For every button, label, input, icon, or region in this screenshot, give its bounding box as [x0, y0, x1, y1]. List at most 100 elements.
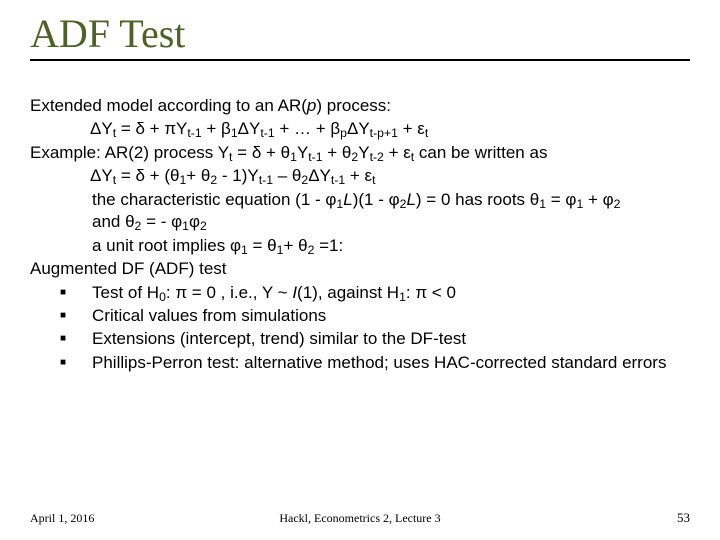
bullet-line: ■ Extensions (intercept, trend) similar … — [30, 328, 690, 350]
text: =1: — [314, 236, 343, 255]
text: and θ — [92, 212, 135, 231]
sub: p — [340, 126, 347, 140]
bullet-line: ■ Critical values from simulations — [30, 305, 690, 327]
eq: ΔY — [238, 119, 261, 138]
sub: 1 — [539, 197, 546, 211]
text-line: the characteristic equation (1 - φ1L)(1 … — [30, 189, 690, 234]
sub: t — [372, 173, 375, 187]
text: Y — [358, 143, 369, 162]
footer-attribution: Hackl, Econometrics 2, Lecture 3 — [0, 511, 720, 526]
text: a unit root implies φ — [92, 236, 241, 255]
sub: 2 — [210, 173, 217, 187]
text: : π < 0 — [406, 283, 456, 302]
sub: 2 — [301, 173, 308, 187]
text: Example: AR(2) process Y — [30, 143, 229, 162]
bullet-placeholder — [30, 189, 92, 193]
sub: t — [425, 126, 428, 140]
eq: + … + β — [275, 119, 341, 138]
sub: 1 — [576, 197, 583, 211]
text: Phillips-Perron test: alternative method… — [92, 352, 690, 374]
slide: ADF Test Extended model according to an … — [0, 0, 720, 540]
text: + θ — [323, 143, 352, 162]
bullet-line: ■ Phillips-Perron test: alternative meth… — [30, 352, 690, 374]
square-bullet-icon: ■ — [30, 352, 92, 369]
sub: t-1 — [331, 173, 345, 187]
square-bullet-icon: ■ — [30, 305, 92, 322]
text: )(1 - φ — [353, 190, 400, 209]
eq: ΔY — [90, 166, 113, 185]
sub: 0 — [159, 290, 166, 304]
bullet-line: ■ Test of H0: π = 0 , i.e., Y ~ I(1), ag… — [30, 282, 690, 304]
sub: t-1 — [260, 126, 274, 140]
text: = δ + θ — [232, 143, 290, 162]
text: Test of H — [92, 283, 159, 302]
sub: t-1 — [308, 150, 322, 164]
sub: 2 — [400, 197, 407, 211]
sub: t-p+1 — [370, 126, 398, 140]
var-p: p — [307, 96, 316, 115]
eq: + ε — [398, 119, 425, 138]
sub: 2 — [614, 197, 621, 211]
sub: 2 — [135, 219, 142, 233]
text-line: Example: AR(2) process Yt = δ + θ1Yt-1 +… — [30, 142, 690, 164]
text-line: Augmented DF (ADF) test — [30, 258, 690, 280]
equation-line: ΔYt = δ + (θ1+ θ2 - 1)Yt-1 – θ2ΔYt-1 + ε… — [30, 165, 690, 187]
sub: t — [229, 150, 232, 164]
text: = - φ — [141, 212, 182, 231]
sub: 1 — [290, 150, 297, 164]
eq: = δ + πY — [116, 119, 187, 138]
square-bullet-icon: ■ — [30, 282, 92, 299]
eq: ΔY — [308, 166, 331, 185]
eq: – θ — [273, 166, 301, 185]
eq: ΔY — [90, 119, 113, 138]
text: = φ — [546, 190, 576, 209]
title-rule: ADF Test — [30, 10, 690, 61]
eq: = δ + (θ — [116, 166, 179, 185]
text: ) process: — [316, 96, 391, 115]
text-line: Extended model according to an AR(p) pro… — [30, 95, 690, 117]
text: ) = 0 has roots θ — [416, 190, 539, 209]
slide-body: Extended model according to an AR(p) pro… — [30, 95, 690, 374]
sub: 1 — [241, 243, 248, 257]
text: can be written as — [414, 143, 547, 162]
sub: 1 — [231, 126, 238, 140]
sub: t — [113, 173, 116, 187]
eq: + θ — [186, 166, 210, 185]
sub: 1 — [336, 197, 343, 211]
sub: t-1 — [259, 173, 273, 187]
sub: t — [411, 150, 414, 164]
eq: - 1)Y — [217, 166, 259, 185]
text: Critical values from simulations — [92, 305, 690, 327]
sub: t-1 — [187, 126, 201, 140]
sub: 2 — [351, 150, 358, 164]
text: = θ — [248, 236, 277, 255]
footer-page-number: 53 — [677, 510, 690, 526]
text: + φ — [583, 190, 613, 209]
equation-line: ΔYt = δ + πYt-1 + β1ΔYt-1 + … + βpΔYt-p+… — [30, 118, 690, 140]
slide-title: ADF Test — [30, 10, 690, 57]
sub: t-2 — [370, 150, 384, 164]
text: Extensions (intercept, trend) similar to… — [92, 328, 690, 350]
sub: t — [113, 126, 116, 140]
text: + θ — [283, 236, 307, 255]
text: (1), against H — [297, 283, 399, 302]
sub: 2 — [308, 243, 315, 257]
var-L: L — [343, 190, 352, 209]
text: Augmented DF (ADF) test — [30, 258, 690, 280]
sub: 1 — [179, 173, 186, 187]
text: + ε — [384, 143, 411, 162]
text: φ — [189, 212, 200, 231]
text-line: a unit root implies φ1 = θ1+ θ2 =1: — [30, 235, 690, 257]
bullet-placeholder — [30, 235, 92, 239]
text: the characteristic equation (1 - φ — [92, 190, 336, 209]
sub: 1 — [277, 243, 284, 257]
eq: + β — [202, 119, 231, 138]
eq: + ε — [345, 166, 372, 185]
square-bullet-icon: ■ — [30, 328, 92, 345]
text: : π = 0 , i.e., Y ~ — [166, 283, 292, 302]
eq: ΔY — [347, 119, 370, 138]
text: Y — [297, 143, 308, 162]
sub: 1 — [182, 219, 189, 233]
text: Extended model according to an AR( — [30, 96, 307, 115]
sub: 2 — [200, 219, 207, 233]
